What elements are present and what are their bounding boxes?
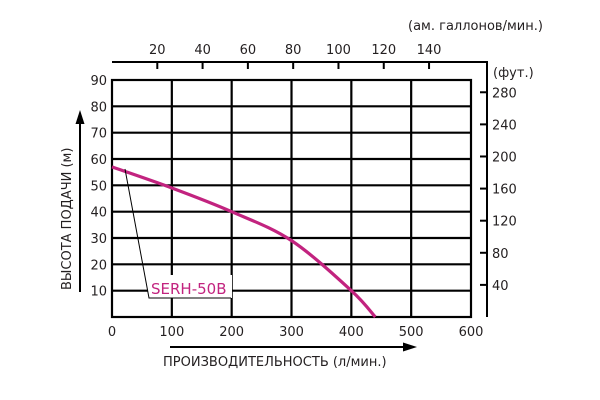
- x-tick-label: 100: [159, 325, 184, 340]
- series-label: SERH-50B: [151, 280, 227, 298]
- secondary-y-tick-label: 80: [492, 247, 509, 262]
- y-tick-label: 20: [90, 258, 107, 273]
- x-tick-label: 300: [279, 325, 304, 340]
- y-axis-label: ВЫСОТА ПОДАЧИ (м): [60, 148, 75, 290]
- x-tick-label: 600: [459, 325, 484, 340]
- x-axis-ticks: 0 100 200 300 400 500 600: [108, 325, 484, 340]
- series-curve-serh-50b: [111, 165, 377, 319]
- x-tick-label: 0: [108, 325, 116, 340]
- secondary-y-tick-label: 120: [492, 215, 517, 230]
- y-axis-ticks: 10 20 30 40 50 60 70 80 90: [90, 74, 107, 300]
- series-leader-line: [124, 168, 231, 299]
- y-tick-label: 10: [90, 285, 107, 300]
- secondary-x-tick-label: 40: [194, 43, 211, 58]
- series-label-box: [145, 275, 232, 298]
- y-tick-label: 90: [90, 74, 107, 89]
- secondary-x-axis: 20 40 60 80 100 120 140: [112, 43, 488, 69]
- x-tick-label: 400: [339, 325, 364, 340]
- y-tick-label: 80: [90, 100, 107, 115]
- secondary-x-tick-label: 100: [326, 43, 351, 58]
- x-axis-label: ПРОИЗВОДИТЕЛЬНОСТЬ (л/мин.): [163, 355, 387, 370]
- secondary-x-tick-label: 120: [371, 43, 396, 58]
- secondary-y-tick-label: 200: [492, 150, 517, 165]
- y-tick-label: 30: [90, 232, 107, 247]
- secondary-y-tick-label: 280: [492, 86, 517, 101]
- secondary-y-tick-label: 160: [492, 183, 517, 198]
- secondary-x-tick-label: 80: [285, 43, 302, 58]
- secondary-y-axis-label: (фут.): [493, 66, 534, 81]
- secondary-y-axis: 40 80 120 160 200 240 280: [480, 62, 517, 317]
- x-tick-label: 500: [399, 325, 424, 340]
- secondary-x-tick-label: 20: [149, 43, 166, 58]
- secondary-x-tick-label: 140: [417, 43, 442, 58]
- y-tick-label: 70: [90, 127, 107, 142]
- secondary-x-tick-label: 60: [240, 43, 257, 58]
- secondary-y-tick-label: 40: [492, 279, 509, 294]
- y-tick-label: 50: [90, 179, 107, 194]
- secondary-y-tick-label: 240: [492, 118, 517, 133]
- x-tick-label: 200: [219, 325, 244, 340]
- y-tick-label: 40: [90, 206, 107, 221]
- y-axis-arrow-icon: [75, 110, 85, 292]
- x-axis-arrow-icon: [170, 342, 417, 352]
- secondary-x-axis-label: (ам. галлонов/мин.): [408, 19, 543, 34]
- y-tick-label: 60: [90, 153, 107, 168]
